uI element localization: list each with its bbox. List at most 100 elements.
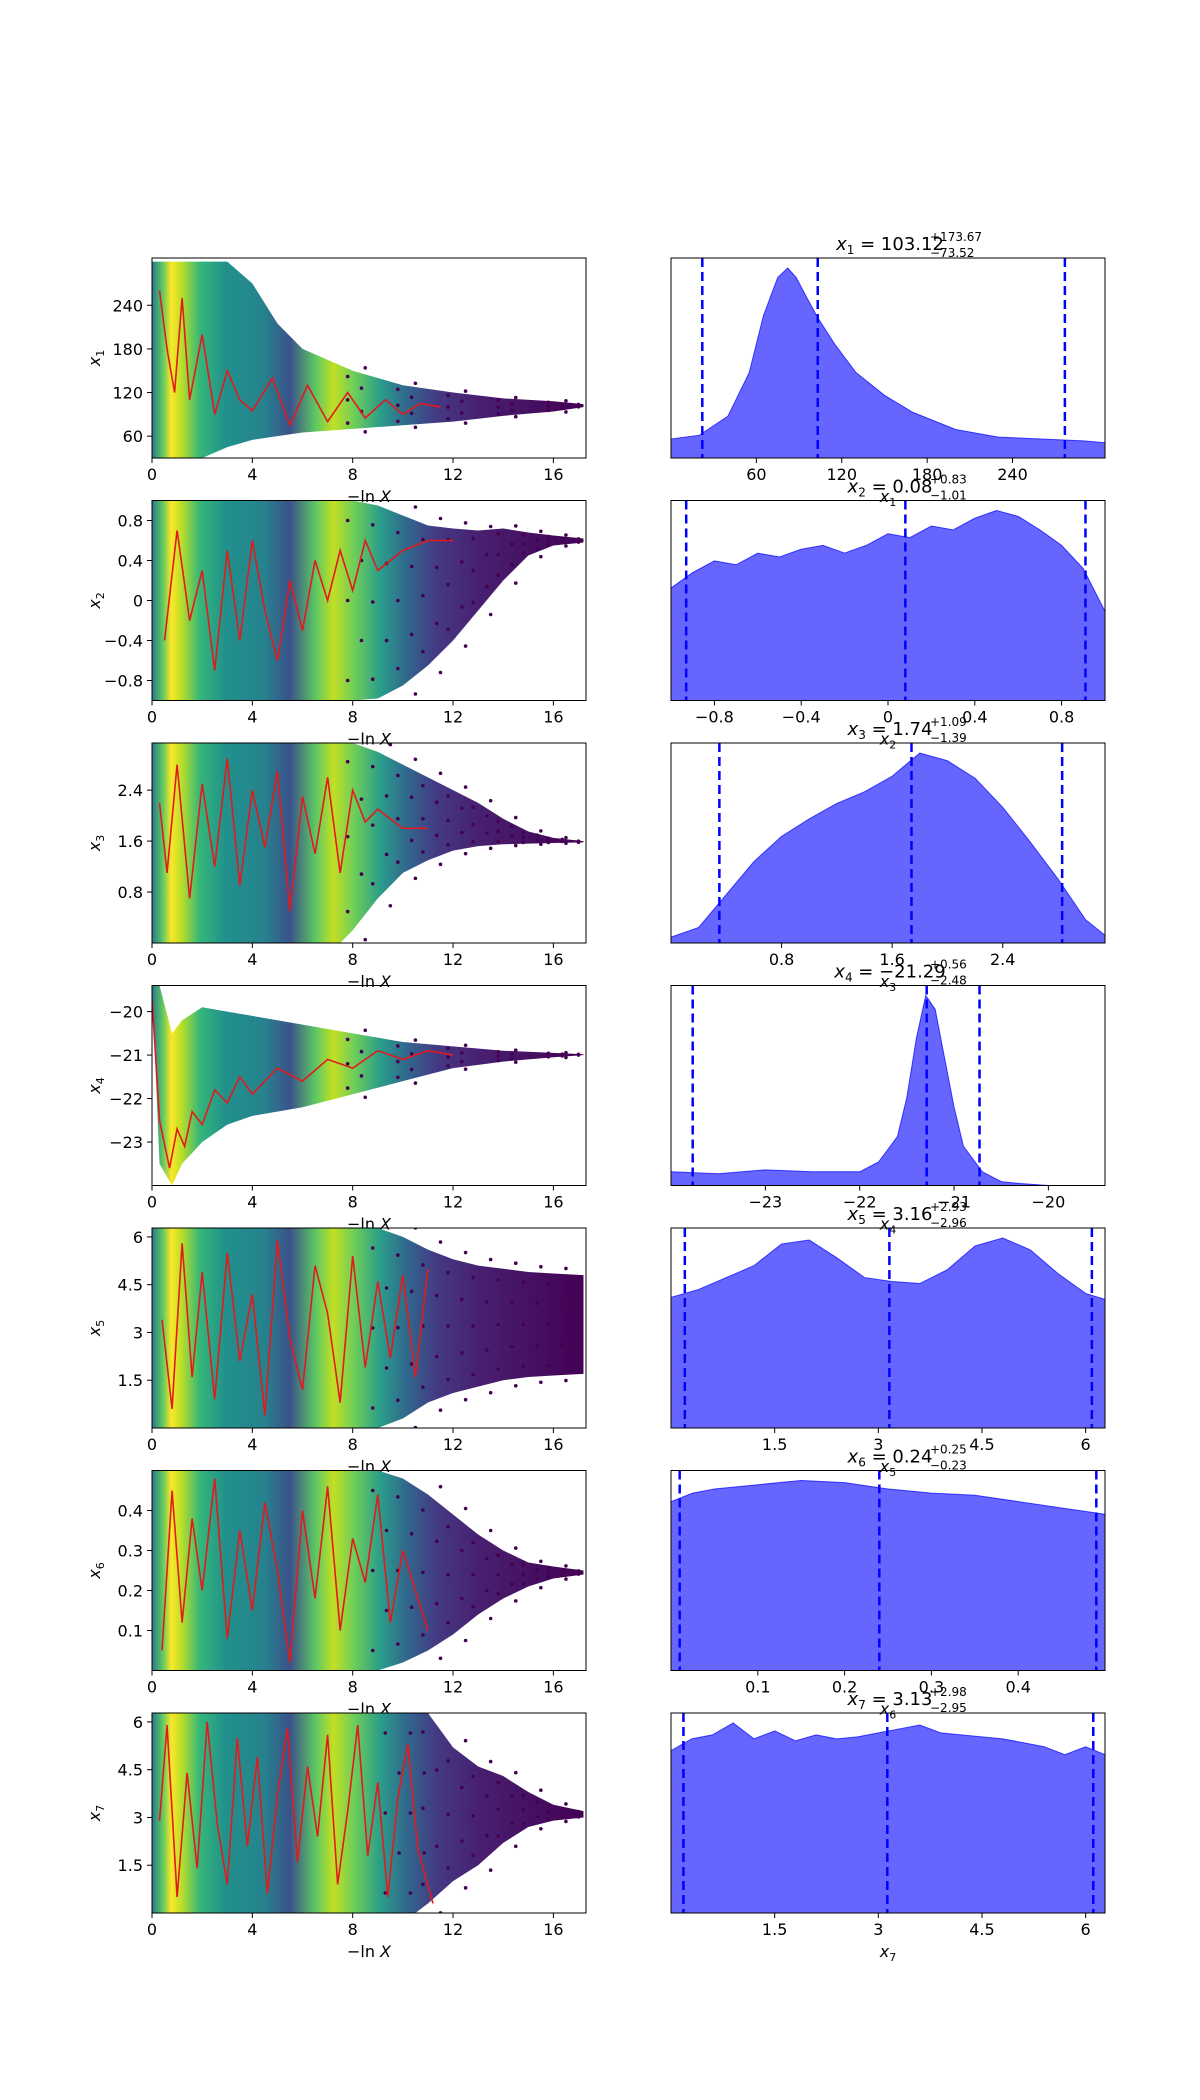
sample-point bbox=[576, 839, 581, 844]
sample-point bbox=[460, 399, 464, 404]
sample-point bbox=[510, 834, 514, 839]
sample-point bbox=[463, 1067, 468, 1071]
sample-point bbox=[564, 1378, 568, 1383]
trace-panel-x3: 0 4 8 12 16 0.8 1.6 2.4 x3 −ln X bbox=[85, 742, 587, 991]
sample-point bbox=[396, 666, 400, 671]
error-minus: −0.23 bbox=[930, 1459, 967, 1473]
sample-point bbox=[546, 542, 551, 547]
sample-point bbox=[590, 1811, 594, 1815]
sample-point bbox=[363, 709, 367, 713]
sample-point bbox=[564, 841, 568, 846]
sample-point bbox=[409, 795, 414, 799]
sample-point bbox=[564, 544, 568, 548]
sample-point bbox=[446, 1046, 450, 1051]
sample-point bbox=[560, 540, 564, 545]
sample-point bbox=[345, 374, 350, 379]
sample-point bbox=[535, 1343, 539, 1348]
sample-point bbox=[488, 1390, 493, 1395]
x-tick-label: 4 bbox=[247, 1920, 257, 1939]
y-tick-label: −20 bbox=[109, 1003, 143, 1022]
sample-point bbox=[590, 1570, 594, 1574]
y-tick-label: −22 bbox=[109, 1090, 143, 1109]
sample-point bbox=[463, 851, 468, 856]
sample-point bbox=[546, 538, 551, 543]
sample-point bbox=[460, 411, 464, 415]
sample-point bbox=[439, 1702, 443, 1706]
sample-point bbox=[463, 421, 468, 425]
sample-point bbox=[460, 830, 464, 835]
x-tick-label: 60 bbox=[746, 465, 766, 484]
axes-frame bbox=[151, 1712, 587, 1914]
y-tick-label: 120 bbox=[112, 384, 143, 403]
sample-point bbox=[485, 831, 489, 835]
sample-point bbox=[496, 1572, 500, 1577]
sample-point bbox=[413, 876, 418, 881]
sample-point bbox=[409, 632, 414, 637]
y-tick-label: 0.4 bbox=[118, 552, 143, 571]
sample-point bbox=[594, 1809, 598, 1813]
marginal-panel-x2: x2 = 0.08+0.83 −1.01 −0.8 −0.4 0 0.4 0.8 x2 bbox=[670, 473, 1106, 752]
error-plus: +173.67 bbox=[930, 230, 982, 244]
sample-point bbox=[590, 538, 594, 542]
trace-panel-x2: 0 4 8 12 16−0.8−0.400.40.8x2−ln X bbox=[85, 500, 594, 749]
sample-point bbox=[460, 1051, 464, 1055]
sample-point bbox=[370, 1246, 375, 1250]
sample-point bbox=[510, 401, 514, 406]
sample-point bbox=[413, 381, 418, 386]
y-axis-label: x2 bbox=[85, 592, 107, 609]
posterior-density bbox=[671, 509, 1105, 701]
y-tick-label: 4.5 bbox=[118, 1276, 143, 1295]
x-axis-label: x2 bbox=[879, 730, 896, 752]
sample-point bbox=[370, 1406, 375, 1410]
sample-point bbox=[521, 542, 526, 546]
sample-point bbox=[384, 1286, 389, 1290]
y-tick-label: 0 bbox=[133, 592, 143, 611]
sample-point bbox=[471, 536, 475, 541]
sample-point bbox=[521, 1572, 526, 1577]
sample-point bbox=[564, 533, 568, 537]
sample-point bbox=[434, 1844, 439, 1849]
y-tick-label: 0.8 bbox=[118, 512, 143, 531]
sample-point bbox=[434, 1293, 439, 1298]
sample-point bbox=[413, 425, 418, 430]
sample-point bbox=[434, 833, 439, 838]
sample-point bbox=[496, 1050, 500, 1054]
sample-point bbox=[446, 1865, 450, 1870]
sample-point bbox=[438, 862, 443, 867]
x-tick-label: 6 bbox=[1081, 1435, 1091, 1454]
sample-point bbox=[576, 1809, 581, 1814]
sample-point bbox=[521, 551, 526, 555]
sample-point bbox=[539, 1380, 543, 1385]
sample-point bbox=[471, 1774, 475, 1779]
sample-point bbox=[488, 798, 493, 803]
sample-point bbox=[564, 398, 568, 403]
sample-point bbox=[521, 1280, 526, 1285]
sample-point bbox=[496, 1054, 500, 1058]
trace-panel-x7: 0 4 8 12 16 1.5 3 4.5 6 x7 −ln X bbox=[85, 1702, 598, 1961]
sample-point bbox=[510, 1052, 514, 1056]
sample-point bbox=[564, 835, 568, 840]
y-tick-label: −21 bbox=[109, 1046, 143, 1065]
x-tick-label: 0 bbox=[147, 1435, 157, 1454]
sample-point bbox=[460, 1059, 464, 1064]
sample-point bbox=[438, 771, 443, 776]
sample-point bbox=[535, 1301, 539, 1306]
sample-point bbox=[510, 1563, 514, 1567]
sample-point bbox=[446, 1270, 450, 1275]
sample-point bbox=[421, 1633, 425, 1637]
marginal-panel-x6: x6 = 0.24+0.25 −0.23 0.1 0.2 0.3 0.4 x6 bbox=[670, 1443, 1106, 1722]
sample-point bbox=[539, 1264, 543, 1269]
sample-point bbox=[409, 838, 414, 843]
sample-point bbox=[471, 1372, 475, 1377]
sample-point bbox=[496, 405, 500, 409]
sample-point bbox=[463, 389, 468, 393]
sample-point bbox=[594, 405, 598, 409]
sample-point bbox=[359, 797, 364, 801]
sample-point bbox=[576, 1283, 581, 1287]
sample-point bbox=[409, 1289, 414, 1294]
y-tick-label: 6 bbox=[133, 1713, 143, 1732]
x-tick-label: 180 bbox=[912, 465, 943, 484]
sample-point bbox=[383, 1731, 388, 1735]
axes-frame bbox=[670, 985, 1106, 1186]
sample-point bbox=[370, 677, 375, 681]
